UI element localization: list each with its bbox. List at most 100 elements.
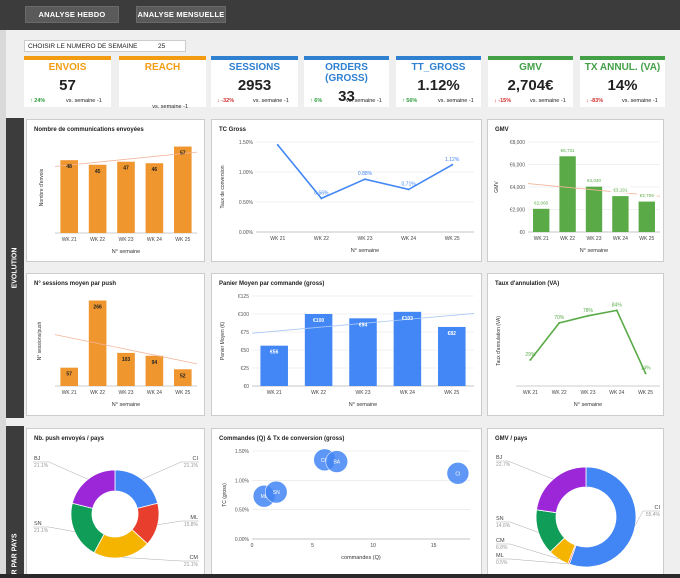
kpi-delta: ↑ 6% vs. semaine -1 xyxy=(310,98,385,104)
kpi-delta-value: 56% xyxy=(406,98,418,104)
bar xyxy=(173,146,192,233)
analyse-hebdo-button[interactable]: ANALYSE HEBDO xyxy=(25,6,119,23)
x-tick-label: WK 25 xyxy=(638,390,653,396)
data-point xyxy=(644,372,647,375)
data-point xyxy=(407,188,410,191)
x-tick-label: WK 22 xyxy=(314,236,329,242)
kpi-card-reach: REACH vs. semaine -1 xyxy=(119,56,206,110)
data-label: 0.88% xyxy=(358,171,373,177)
trendline xyxy=(251,313,475,334)
slice-name: ML xyxy=(496,553,504,559)
y-axis-title: N° sessions/push xyxy=(37,321,43,360)
bar xyxy=(393,311,422,386)
kpi-title: TX ANNUL. (VA) xyxy=(584,62,661,73)
x-axis-title: commandes (Q) xyxy=(341,555,381,561)
bubble-label: CI xyxy=(455,471,460,477)
arrow-down-icon: ↓ xyxy=(217,98,220,104)
bar xyxy=(533,208,550,232)
kpi-delta-suffix: vs. semaine -1 xyxy=(622,98,658,104)
data-point xyxy=(558,322,561,324)
bubble-label: CM xyxy=(321,458,329,464)
x-tick-label: WK 23 xyxy=(355,390,370,396)
panel-title: GMV xyxy=(495,127,509,133)
bar xyxy=(304,314,333,386)
slice-name: CI xyxy=(193,456,199,462)
slice-bj xyxy=(71,469,116,509)
bar xyxy=(349,318,377,386)
y-tick-label: 0.00% xyxy=(239,230,254,236)
x-tick-label: WK 24 xyxy=(609,390,624,396)
y-tick-label: €100 xyxy=(238,312,249,318)
data-label: €103 xyxy=(402,316,413,322)
x-tick-label: WK 25 xyxy=(444,390,459,396)
kpi-delta-suffix: vs. semaine -1 xyxy=(152,104,188,110)
bar xyxy=(88,164,107,233)
y-axis-title: Panier Moyen (€) xyxy=(220,321,226,360)
data-label: €6,731 xyxy=(561,148,575,153)
section-par-pays: R PAR PAYS xyxy=(6,426,24,576)
data-label: €94 xyxy=(359,322,368,328)
data-label: 14% xyxy=(641,365,652,371)
panel-tc-gross: TC Gross 0.00% 0.50% 1.00% 1.50% N° semaine Ta… xyxy=(211,119,482,262)
kpi-card-tt-gross: TT_GROSS 1.12% ↑ 56% vs. semaine -1 xyxy=(396,56,481,107)
kpi-title: GMV xyxy=(519,62,542,73)
x-axis-title: N° semaine xyxy=(112,402,141,408)
kpi-delta-value: -15% xyxy=(498,98,512,104)
kpi-card-tx-annul-va: TX ANNUL. (VA) 14% ↓ -83% vs. semaine -1 xyxy=(580,56,665,107)
x-tick-label: WK 24 xyxy=(400,390,415,396)
kpi-title: ORDERS (GROSS) xyxy=(325,62,368,84)
data-label: €2,704 xyxy=(640,193,654,198)
leader-line xyxy=(33,526,75,532)
y-tick-label: 0.50% xyxy=(239,200,254,206)
slice-value: 22.7% xyxy=(496,462,511,468)
slice-name: SN xyxy=(34,521,42,527)
y-tick-label: €75 xyxy=(241,330,250,336)
x-tick-label: WK 25 xyxy=(175,237,190,243)
leader-line xyxy=(33,461,89,480)
data-point xyxy=(529,358,532,361)
x-tick-label: 15 xyxy=(431,543,437,549)
x-tick-label: 5 xyxy=(311,543,314,549)
kpi-delta-suffix: vs. semaine -1 xyxy=(530,98,566,104)
bar xyxy=(145,163,164,233)
week-selector-label: CHOISIR LE NUMERO DE SEMAINE xyxy=(28,42,138,50)
slice-name: CM xyxy=(496,538,505,544)
leader-line xyxy=(635,510,660,526)
y-axis-title: Taux d'annulation (VA) xyxy=(496,316,502,366)
data-label: 78% xyxy=(583,308,594,314)
panel-panier: Panier Moyen par commande (gross) €0 €25 €5… xyxy=(211,273,482,416)
bar xyxy=(638,201,655,232)
analyse-mensuelle-button[interactable]: ANALYSE MENSUELLE xyxy=(136,6,226,23)
data-point xyxy=(276,144,279,146)
panel-scatter: Commandes (Q) & Tx de conversion (gross)… xyxy=(211,428,482,576)
week-selector[interactable]: CHOISIR LE NUMERO DE SEMAINE 25 xyxy=(24,40,186,52)
slice-name: CM xyxy=(189,555,198,561)
x-tick-label: WK 21 xyxy=(62,390,77,396)
slice-value: 14.6% xyxy=(496,523,511,529)
bottom-strip xyxy=(0,574,680,578)
data-label: €3,191 xyxy=(613,188,627,193)
week-selector-value[interactable]: 25 xyxy=(158,42,166,50)
y-tick-label: 1.00% xyxy=(235,478,250,484)
kpi-delta: ↑ 56% vs. semaine -1 xyxy=(402,98,477,104)
data-label: 57 xyxy=(180,151,186,157)
leader-line xyxy=(122,557,199,562)
x-tick-label: WK 21 xyxy=(267,390,282,396)
bubble-label: BA xyxy=(333,460,340,466)
series-line xyxy=(529,309,647,374)
data-point xyxy=(587,314,589,317)
y-tick-label: 1.50% xyxy=(239,140,254,146)
bubble-label: ML xyxy=(261,494,268,500)
kpi-delta: ↓ -32% vs. semaine -1 xyxy=(217,98,294,104)
y-tick-label: €6,000 xyxy=(510,163,526,169)
data-point xyxy=(364,178,366,181)
data-label: €2,060 xyxy=(534,200,548,205)
y-tick-label: €2,000 xyxy=(510,208,526,214)
bubble xyxy=(264,480,288,504)
data-label: 0.71% xyxy=(402,181,417,187)
kpi-card-sessions: SESSIONS 2953 ↓ -32% vs. semaine -1 xyxy=(211,56,298,107)
kpi-card-gmv: GMV 2,704€ ↓ -15% vs. semaine -1 xyxy=(488,56,573,107)
data-point xyxy=(451,163,454,166)
arrow-up-icon: ↑ xyxy=(402,98,405,104)
kpi-delta-value: 6% xyxy=(314,98,323,104)
